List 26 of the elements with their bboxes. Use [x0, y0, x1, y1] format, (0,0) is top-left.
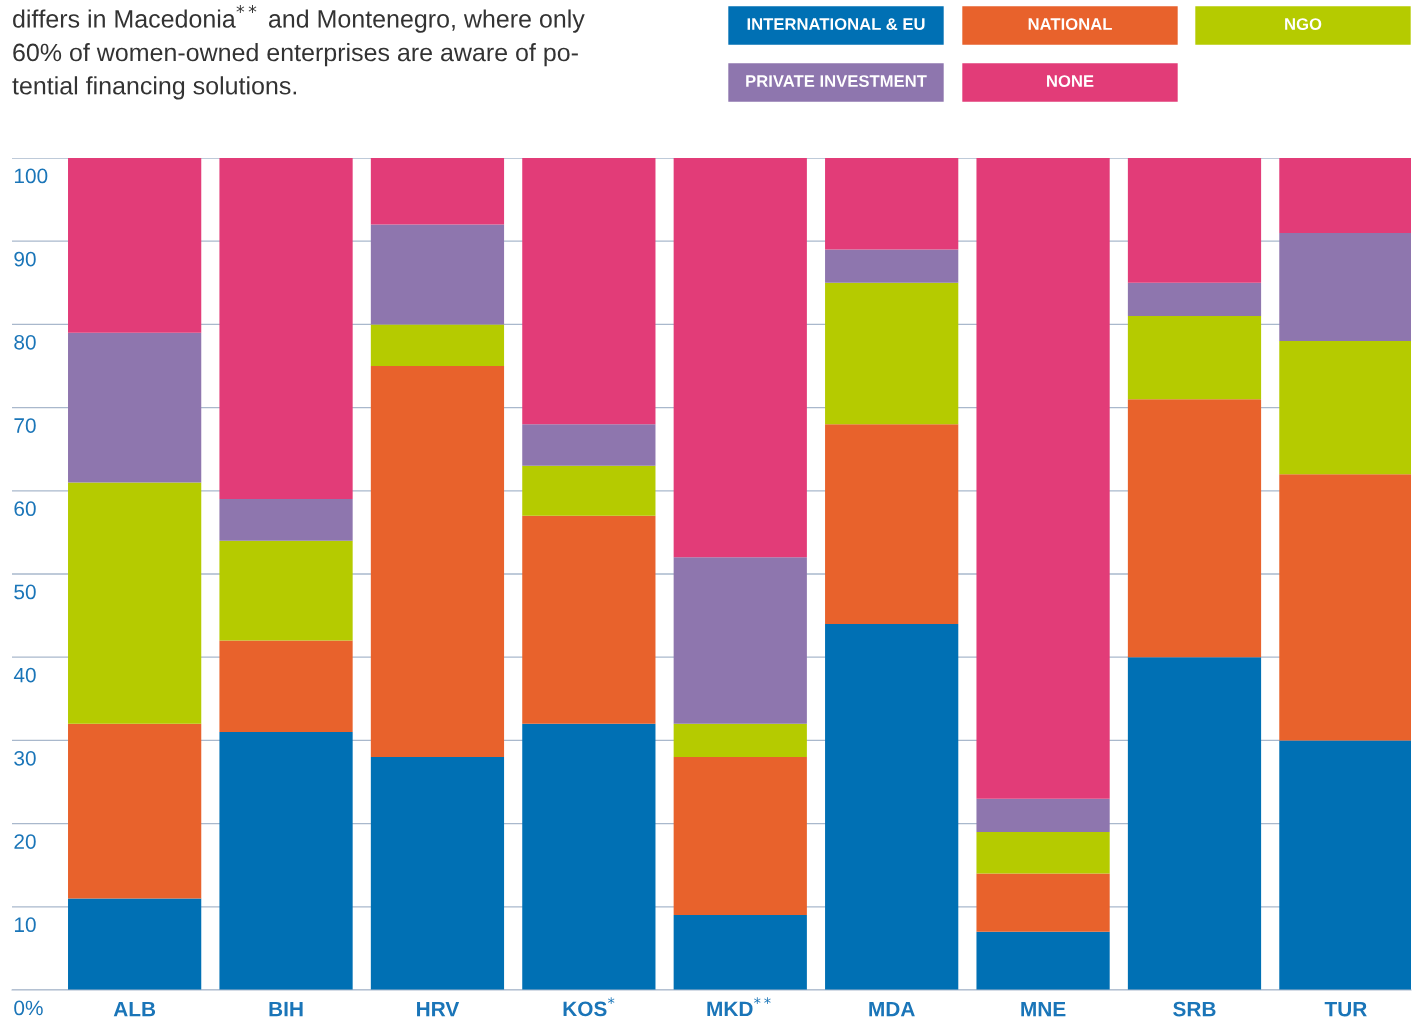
- text: NONE: [1047, 75, 1094, 87]
- y-tick-label: 20: [14, 834, 36, 849]
- text: NGO: [1285, 18, 1322, 30]
- y-tick-label: 50: [14, 584, 36, 600]
- text: NATIONAL: [1028, 18, 1112, 30]
- y-tick-label: 10: [14, 917, 36, 933]
- y-tick-label: 40: [13, 667, 36, 683]
- x-tick-label: MKD$^{**}$: [707, 997, 771, 1017]
- x-tick-label: KOS$^{*}$: [563, 997, 615, 1017]
- y-tick-label: 30: [14, 750, 36, 766]
- x-tick-label: SRB: [1173, 1001, 1216, 1017]
- x-tick-label: TUR: [1324, 1001, 1367, 1017]
- y-tick-label: 70: [14, 418, 36, 433]
- x-tick-label: MDA: [869, 1001, 915, 1017]
- y-tick-label: 0%: [14, 1000, 43, 1016]
- y-tick-label: 100: [14, 168, 48, 184]
- text: PRIVATE INVESTMENT: [746, 75, 927, 87]
- x-tick-label: HRV: [417, 1001, 460, 1017]
- text: differs in Macedonia$^{**}$ and Montenegro, where only 60% of women-owned enterprises are aware of po- tential financing solutions.: [12, 5, 585, 100]
- x-tick-label: BIH: [269, 1001, 303, 1017]
- y-tick-label: 80: [14, 334, 36, 350]
- y-tick-label: 90: [14, 251, 36, 267]
- x-tick-label: MNE: [1021, 1001, 1066, 1017]
- x-tick-label: ALB: [113, 1001, 156, 1017]
- y-tick-label: 60: [14, 501, 36, 517]
- text: INTERNATIONAL & EU: [747, 18, 925, 30]
